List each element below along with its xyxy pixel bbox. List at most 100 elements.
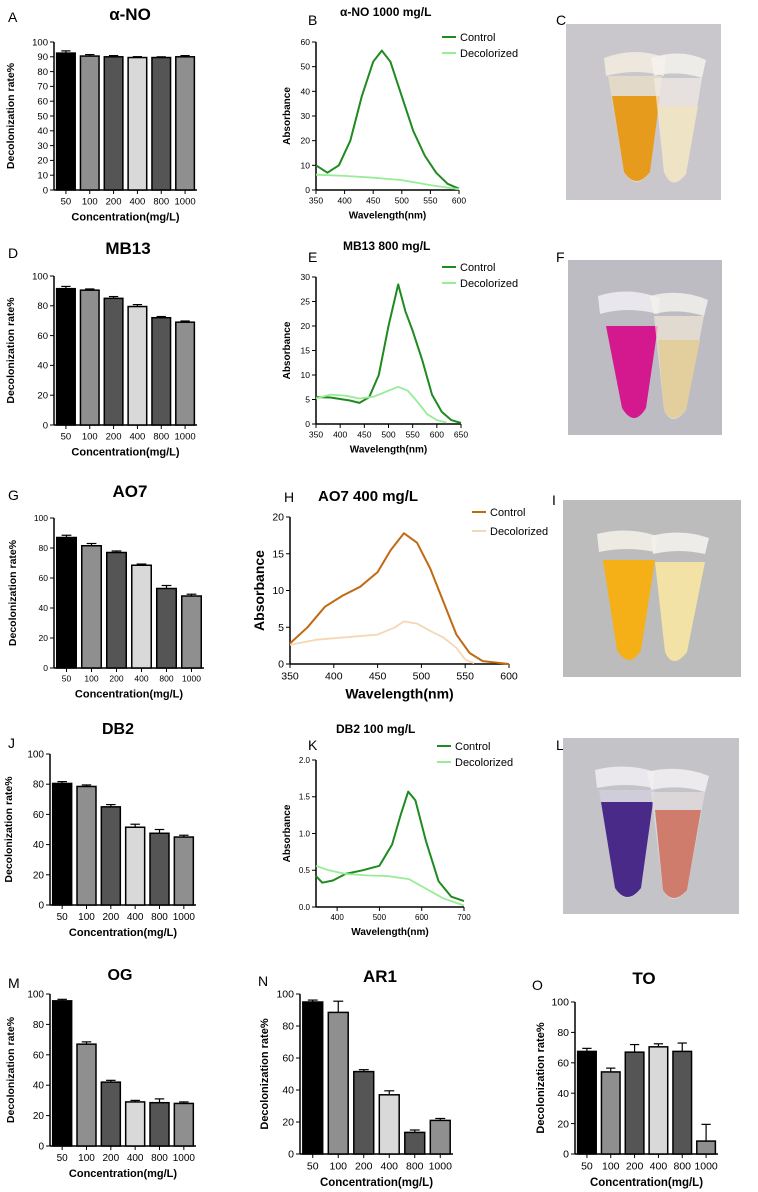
y-tick-label: 40 [282,1085,294,1097]
y-tick-label: 0 [38,1142,44,1153]
panel-letter: G [8,487,19,503]
photo-bg [563,738,739,914]
tube-cap-right [651,532,709,554]
y-tick-label: 5 [305,394,310,404]
bar [302,1001,324,1155]
y-axis-label: Decolonization rate% [3,776,15,883]
x-tick-label: 400 [380,1161,398,1173]
x-tick-label: 800 [151,912,168,923]
x-tick-label: 400 [650,1161,668,1173]
series-line-0 [289,532,510,665]
x-tick-label: 400 [129,432,145,443]
y-tick-label: 40 [37,126,48,137]
x-tick-label: 350 [309,196,323,206]
y-axis-label: Absorbance [282,804,293,862]
chart-title: AO7 [113,482,148,501]
bar [103,56,124,191]
y-tick-label: 60 [301,37,311,47]
panel-letter: K [308,737,318,753]
x-tick-label: 450 [366,196,380,206]
y-tick-label: 80 [37,301,48,312]
y-axis-label: Absorbance [251,550,267,631]
x-axis-label: Concentration(mg/L) [590,1177,703,1189]
line-chart-h: H AO7 400 mg/L 0 5 10 15 20 350 400 450 500 550 600 C… [251,488,548,702]
bar [149,1101,170,1147]
x-tick-label: 1000 [173,912,196,923]
x-tick-label: 50 [57,912,69,923]
y-tick-label: 60 [37,331,48,342]
x-tick-label: 1000 [694,1161,718,1173]
y-tick-label: 0 [288,1149,294,1161]
y-axis-label: Decolonization rate% [5,1016,17,1123]
x-tick-label: 1000 [175,432,196,443]
bar [173,1102,195,1147]
x-axis-label: Wavelength(nm) [349,211,426,222]
tube-cap-left [597,530,657,552]
x-tick-label: 100 [78,912,95,923]
photo-i [563,500,741,677]
y-tick-label: 20 [557,1118,569,1130]
series-line-1 [315,385,447,424]
y-tick-label: 5 [278,622,284,634]
liquid-left [612,96,660,181]
y-tick-label: 80 [37,67,48,78]
y-tick-label: 0.0 [299,903,311,912]
y-axis-label: Decolonization rate% [7,539,19,646]
panel-letter: B [308,12,317,28]
y-tick-label: 50 [37,111,48,122]
x-tick-label: 600 [430,430,444,440]
x-tick-label: 400 [127,912,144,923]
y-axis-label: Decolonization rate% [259,1018,271,1129]
y-tick-label: 20 [37,156,48,167]
x-tick-label: 50 [62,674,72,684]
x-tick-label: 100 [602,1161,620,1173]
y-tick-label: 20 [37,391,48,402]
y-tick-label: 2.0 [299,756,311,765]
x-axis-label: Wavelength(nm) [345,686,453,702]
y-tick-label: 20 [301,136,311,146]
x-tick-label: 100 [82,197,98,208]
bar-chart-g: G AO7 0 20 40 60 80 100 50 100 200 400 800 1000 Concen… [7,482,204,701]
y-axis-label: Absorbance [282,321,293,379]
bar [56,536,77,669]
panel-letter-photo: F [556,249,565,265]
y-tick-label: 40 [301,86,311,96]
photo-f [568,260,722,435]
panel-letter: J [8,735,15,751]
liquid-left [603,560,655,660]
bar [131,564,152,669]
x-tick-label: 1000 [182,674,201,684]
y-tick-label: 25 [301,296,311,306]
chart-title: α-NO 1000 mg/L [340,5,431,19]
y-tick-label: 20 [272,512,284,524]
x-axis-label: Concentration(mg/L) [320,1177,433,1189]
bar [576,1050,597,1155]
bar [103,297,124,426]
x-tick-label: 600 [415,913,429,922]
y-tick-label: 20 [33,1111,45,1122]
y-axis-label: Decolonization rate% [5,62,17,169]
bar [175,56,196,191]
y-tick-label: 80 [282,1021,294,1033]
x-tick-label: 400 [129,197,145,208]
tube-cap-left [598,291,660,314]
bar [106,551,127,669]
series-line-1 [315,173,460,191]
bar [55,287,76,426]
x-axis-label: Wavelength(nm) [351,927,428,938]
y-tick-label: 0 [563,1149,569,1161]
y-tick-label: 0 [43,420,48,431]
y-axis-label: Decolonization rate% [5,297,17,404]
x-tick-label: 800 [673,1161,691,1173]
x-tick-label: 800 [406,1161,424,1173]
y-tick-label: 15 [272,548,284,560]
bar [151,316,172,426]
x-tick-label: 550 [423,196,437,206]
bar [696,1140,717,1155]
bar [124,826,146,906]
y-tick-label: 70 [37,82,48,93]
series-line-1 [289,620,475,665]
photo-l [563,738,739,914]
y-tick-label: 0 [278,659,284,671]
bar-chart-n: N AR1 0 20 40 60 80 100 50 100 200 400 800 1000 Concen… [258,967,453,1189]
